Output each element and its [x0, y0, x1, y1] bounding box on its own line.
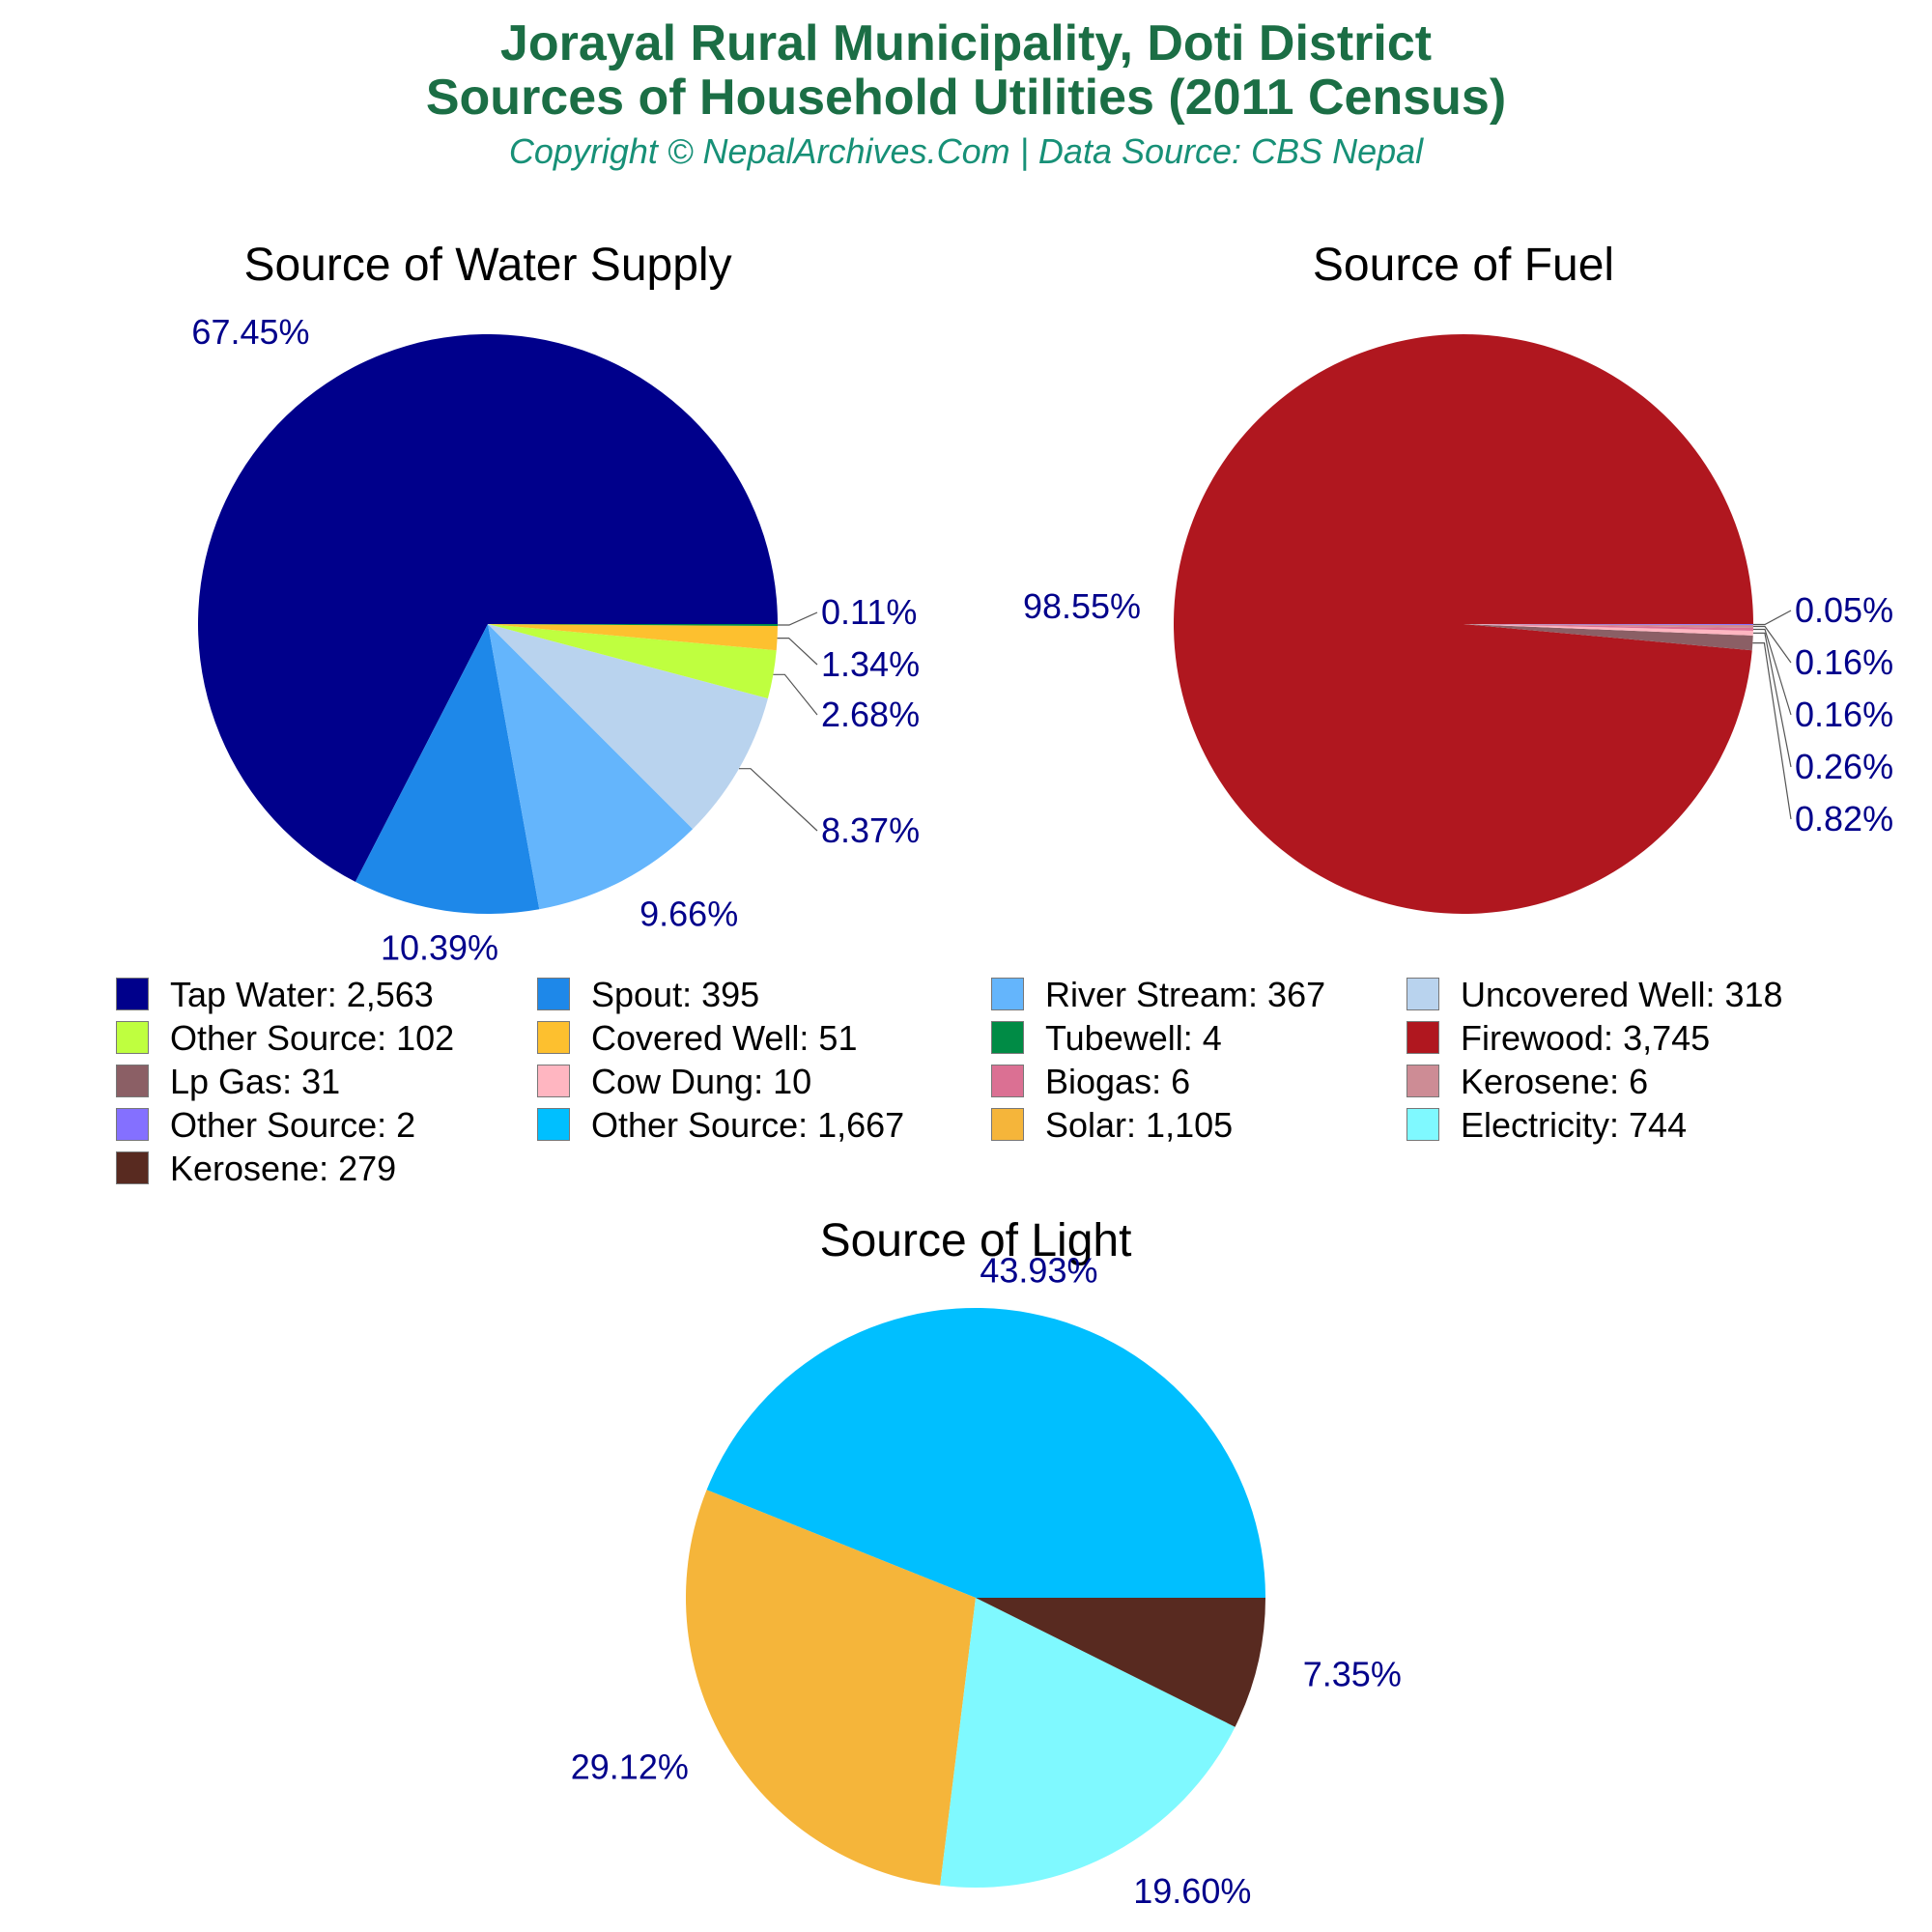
pie-leader-line	[773, 673, 818, 716]
legend-label: Kerosene: 279	[170, 1149, 397, 1188]
pie-leader-line	[1752, 632, 1792, 768]
legend-label: Tap Water: 2,563	[170, 975, 434, 1014]
pie-pct-label: 8.37%	[821, 810, 920, 850]
pie-pct-label: 29.12%	[571, 1747, 689, 1786]
pie-pct-label: 2.68%	[821, 695, 920, 734]
legend-swatch	[991, 978, 1024, 1010]
pie-pct-label: 9.66%	[639, 894, 738, 933]
legend-swatch	[1406, 1021, 1439, 1054]
pie-pct-label: 7.35%	[1303, 1655, 1402, 1694]
pie-slice-tap-water	[198, 333, 779, 882]
pie-pct-label: 0.11%	[821, 592, 917, 632]
pie-slice-solar	[685, 1490, 976, 1886]
pie-pct-label: 98.55%	[1023, 586, 1141, 626]
pie-chart-2	[1174, 333, 1792, 914]
pie-pct-label: 0.05%	[1795, 590, 1893, 630]
pie-leader-line	[1752, 641, 1792, 820]
chart-title-line1: Jorayal Rural Municipality, Doti Distric…	[499, 15, 1433, 71]
pie-slice-biogas	[1463, 624, 1753, 631]
pie-slice-kerosene	[1463, 624, 1753, 628]
pie-pct-label: 0.26%	[1795, 747, 1893, 786]
pie-slice-cow-dung	[1463, 624, 1753, 636]
legend-label: Uncovered Well: 318	[1461, 975, 1783, 1014]
pie-leader-line	[1753, 625, 1792, 664]
pie-pct-label: 0.16%	[1795, 695, 1893, 734]
legend-swatch	[116, 1021, 149, 1054]
pie-slice-spout	[355, 624, 540, 915]
legend-label: Biogas: 6	[1045, 1062, 1191, 1101]
legend-swatch	[1406, 978, 1439, 1010]
legend-label: Lp Gas: 31	[170, 1062, 341, 1101]
pie-pct-label: 10.39%	[381, 927, 498, 967]
pie-pct-label: 43.93%	[980, 1250, 1097, 1290]
legend-swatch	[991, 1108, 1024, 1141]
legend-label: Cow Dung: 10	[591, 1062, 812, 1101]
legend-label: Kerosene: 6	[1461, 1062, 1649, 1101]
legend-label: Other Source: 102	[170, 1018, 455, 1058]
pie-slice-other-source	[706, 1307, 1265, 1598]
pie-slice-kerosene	[976, 1598, 1265, 1727]
legend-swatch	[1406, 1065, 1439, 1097]
pie-pct-label: 19.60%	[1133, 1871, 1251, 1911]
pie-slice-covered-well	[488, 624, 778, 651]
legend-swatch	[991, 1021, 1024, 1054]
pie-title: Source of Light	[820, 1215, 1132, 1266]
pie-leader-line	[1753, 628, 1792, 716]
pie-title: Source of Fuel	[1313, 240, 1614, 291]
legend-label: Other Source: 1,667	[591, 1105, 905, 1145]
legend-label: Other Source: 2	[170, 1105, 416, 1145]
pie-slice-firewood	[1174, 333, 1753, 914]
pie-slice-lp-gas	[1463, 624, 1753, 651]
pie-leader-line	[739, 768, 818, 832]
legend-label: River Stream: 367	[1045, 975, 1326, 1014]
legend-swatch	[991, 1065, 1024, 1097]
chart-subtitle: Copyright © NepalArchives.Com | Data Sou…	[508, 131, 1424, 171]
legend-swatch	[116, 1065, 149, 1097]
chart-title-line2: Sources of Household Utilities (2011 Cen…	[425, 70, 1507, 126]
pie-title: Source of Water Supply	[243, 240, 731, 291]
pie-leader-line	[1753, 610, 1792, 626]
pie-slice-electricity	[940, 1598, 1236, 1889]
pie-chart-3	[685, 1307, 1265, 1889]
pie-pct-label: 67.45%	[191, 312, 309, 352]
pie-pct-label: 0.16%	[1795, 642, 1893, 682]
pie-slice-other-source	[1463, 624, 1754, 625]
legend-swatch	[116, 978, 149, 1010]
pie-pct-label: 0.82%	[1795, 799, 1893, 838]
legend-swatch	[537, 978, 570, 1010]
legend-label: Tubewell: 4	[1045, 1018, 1222, 1058]
pie-slice-other-source	[488, 624, 777, 699]
pie-pct-label: 1.34%	[821, 644, 920, 684]
legend-swatch	[116, 1151, 149, 1184]
pie-slice-river-stream	[488, 624, 694, 910]
legend-label: Firewood: 3,745	[1461, 1018, 1711, 1058]
legend-label: Spout: 395	[591, 975, 760, 1014]
legend-label: Solar: 1,105	[1045, 1105, 1234, 1145]
legend-label: Covered Well: 51	[591, 1018, 858, 1058]
pie-leader-line	[777, 637, 818, 666]
legend-swatch	[537, 1065, 570, 1097]
legend-swatch	[537, 1021, 570, 1054]
pie-leader-line	[778, 611, 818, 626]
legend-label: Electricity: 744	[1461, 1105, 1688, 1145]
legend-swatch	[537, 1108, 570, 1141]
pie-chart-1	[198, 333, 818, 915]
pie-slice-tubewell	[488, 624, 778, 626]
legend-swatch	[116, 1108, 149, 1141]
pie-slice-uncovered-well	[488, 624, 768, 830]
legend-swatch	[1406, 1108, 1439, 1141]
